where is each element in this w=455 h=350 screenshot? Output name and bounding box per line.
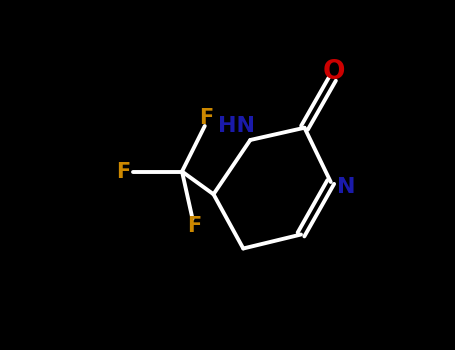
Text: N: N — [337, 177, 356, 197]
Text: HN: HN — [218, 116, 255, 136]
Text: F: F — [199, 108, 214, 128]
Text: O: O — [323, 59, 345, 85]
Text: F: F — [187, 216, 202, 237]
Text: F: F — [116, 161, 130, 182]
